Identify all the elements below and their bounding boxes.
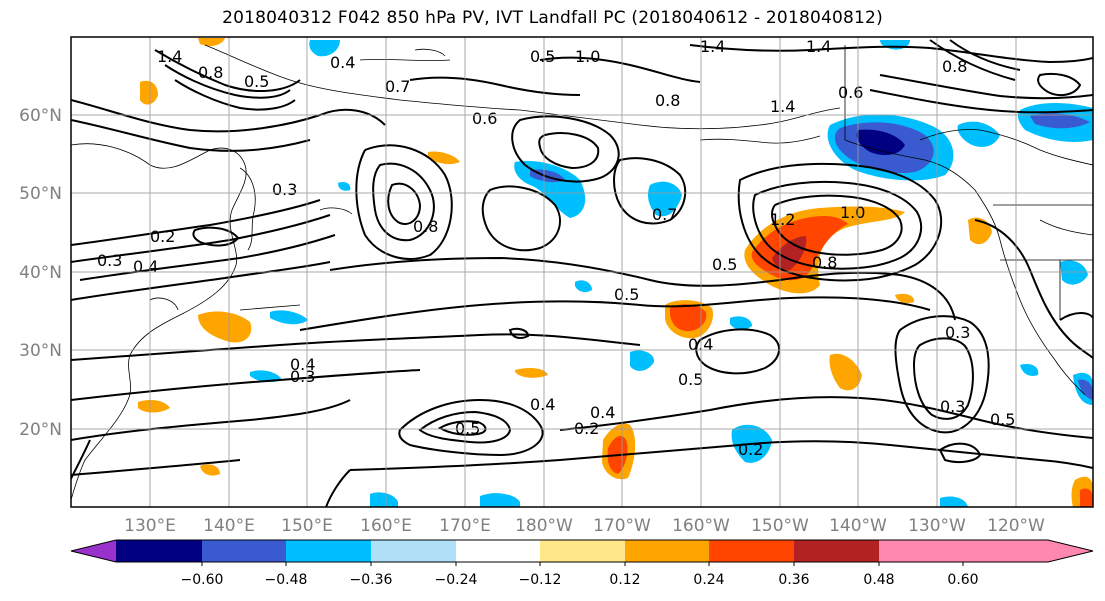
contour-label: 0.4: [590, 403, 615, 422]
contour-label: 0.5: [990, 410, 1015, 429]
contour-label: 1.4: [806, 37, 831, 56]
contour-labels: 1.4 0.8 0.5 0.4 0.7 0.6 0.5 1.0 1.4 1.4 …: [97, 37, 1015, 459]
colorbar-tick-label: 0.36: [778, 572, 809, 588]
lon-label: 140°W: [829, 516, 887, 536]
colorbar-tick-label: 0.60: [947, 572, 978, 588]
lon-label: 130°E: [124, 516, 176, 536]
lon-label: 150°W: [751, 516, 809, 536]
contour-label: 0.6: [838, 83, 863, 102]
lat-label: 60°N: [19, 106, 62, 126]
contour-label: 1.4: [157, 47, 182, 66]
contour-label: 0.3: [290, 367, 315, 386]
contour-label: 0.5: [530, 47, 555, 66]
contour-label: 1.0: [575, 47, 600, 66]
contour-label: 0.8: [413, 217, 438, 236]
contour-label: 0.2: [150, 227, 175, 246]
lon-label: 160°W: [672, 516, 730, 536]
contour-label: 0.8: [198, 63, 223, 82]
colorbar-tick-label: −0.24: [435, 572, 478, 588]
contour-label: 1.4: [770, 97, 795, 116]
colorbar-segment: [456, 540, 540, 562]
colorbar-tick-label: −0.36: [350, 572, 393, 588]
lon-label: 170°W: [593, 516, 651, 536]
colorbar-segment: [879, 540, 963, 562]
lon-label: 120°W: [987, 516, 1045, 536]
colorbar-tick-label: −0.60: [181, 572, 224, 588]
lon-label: 150°E: [281, 516, 333, 536]
latitude-labels: 60°N 50°N 40°N 30°N 20°N: [19, 106, 62, 440]
lon-label: 130°W: [908, 516, 966, 536]
contour-label: 1.4: [700, 37, 725, 56]
contour-label: 0.8: [942, 57, 967, 76]
colorbar-segment: [540, 540, 625, 562]
colorbar-segment: [116, 540, 202, 562]
longitude-labels: 130°E 140°E 150°E 160°E 170°E 180°W 170°…: [124, 516, 1045, 536]
lat-label: 40°N: [19, 263, 62, 283]
colorbar-tick-label: −0.48: [265, 572, 308, 588]
colorbar: −0.60 −0.48 −0.36 −0.24 −0.12 0.12 0.24 …: [70, 539, 1094, 588]
contour-label: 0.4: [530, 395, 555, 414]
contour-label: 1.2: [770, 210, 795, 229]
contour-label: 1.0: [840, 203, 865, 222]
coastlines: [71, 44, 1093, 501]
colorbar-extend-left: [71, 540, 116, 562]
colorbar-segment: [286, 540, 371, 562]
contour-label: 0.3: [272, 180, 297, 199]
contour-label: 0.5: [712, 255, 737, 274]
contour-label: 0.7: [652, 205, 677, 224]
pv-contours: [71, 39, 1093, 507]
contour-label: 0.4: [290, 355, 315, 374]
graticule: [71, 37, 1093, 507]
map-title: 2018040312 F042 850 hPa PV, IVT Landfall…: [222, 8, 883, 28]
contour-label: 0.7: [385, 77, 410, 96]
contour-label: 0.3: [940, 397, 965, 416]
contour-label: 0.3: [945, 323, 970, 342]
contour-label: 0.8: [655, 91, 680, 110]
lat-label: 30°N: [19, 341, 62, 361]
lat-label: 20°N: [19, 420, 62, 440]
lon-label: 140°E: [203, 516, 255, 536]
colorbar-tick-label: 0.24: [693, 572, 724, 588]
lon-label: 170°E: [439, 516, 491, 536]
colorbar-segment: [794, 540, 879, 562]
colorbar-tick-label: 0.48: [863, 572, 894, 588]
colorbar-tick-label: 0.12: [609, 572, 640, 588]
contour-label: 0.2: [738, 440, 763, 459]
colorbar-extend-right: [963, 540, 1093, 562]
contour-label: 0.5: [614, 285, 639, 304]
contour-label: 0.4: [133, 257, 158, 276]
contour-label: 0.8: [812, 253, 837, 272]
lon-label: 160°E: [360, 516, 412, 536]
lat-label: 50°N: [19, 184, 62, 204]
colorbar-segment: [371, 540, 456, 562]
colorbar-tick-label: −0.12: [519, 572, 562, 588]
contour-label: 0.4: [330, 53, 355, 72]
lon-label: 180°W: [515, 516, 573, 536]
contour-label: 0.3: [97, 251, 122, 270]
colorbar-segment: [709, 540, 794, 562]
contour-label: 0.6: [472, 109, 497, 128]
map-frame: [70, 36, 1094, 508]
colorbar-segment: [625, 540, 709, 562]
colorbar-outline: [70, 539, 1094, 563]
contour-label: 0.5: [678, 370, 703, 389]
colorbar-segment: [202, 540, 286, 562]
contour-label: 0.5: [244, 72, 269, 91]
